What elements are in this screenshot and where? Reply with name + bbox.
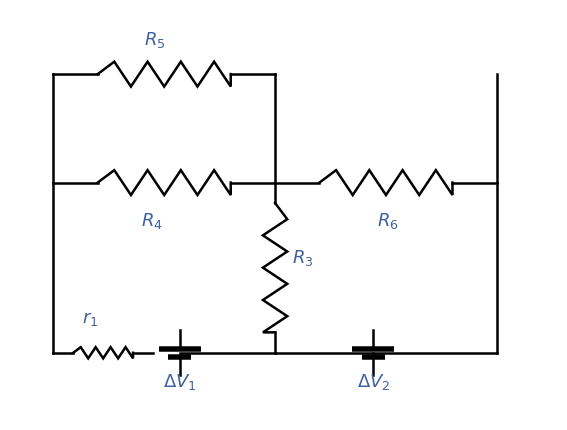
Text: $R_3$: $R_3$ <box>292 248 314 267</box>
Text: $r_1$: $r_1$ <box>82 310 98 328</box>
Text: $R_4$: $R_4$ <box>141 211 163 231</box>
Text: $R_6$: $R_6$ <box>376 211 398 231</box>
Text: $\Delta V_2$: $\Delta V_2$ <box>357 371 390 391</box>
Text: $R_5$: $R_5$ <box>143 30 165 49</box>
Text: $\Delta V_1$: $\Delta V_1$ <box>163 371 196 391</box>
